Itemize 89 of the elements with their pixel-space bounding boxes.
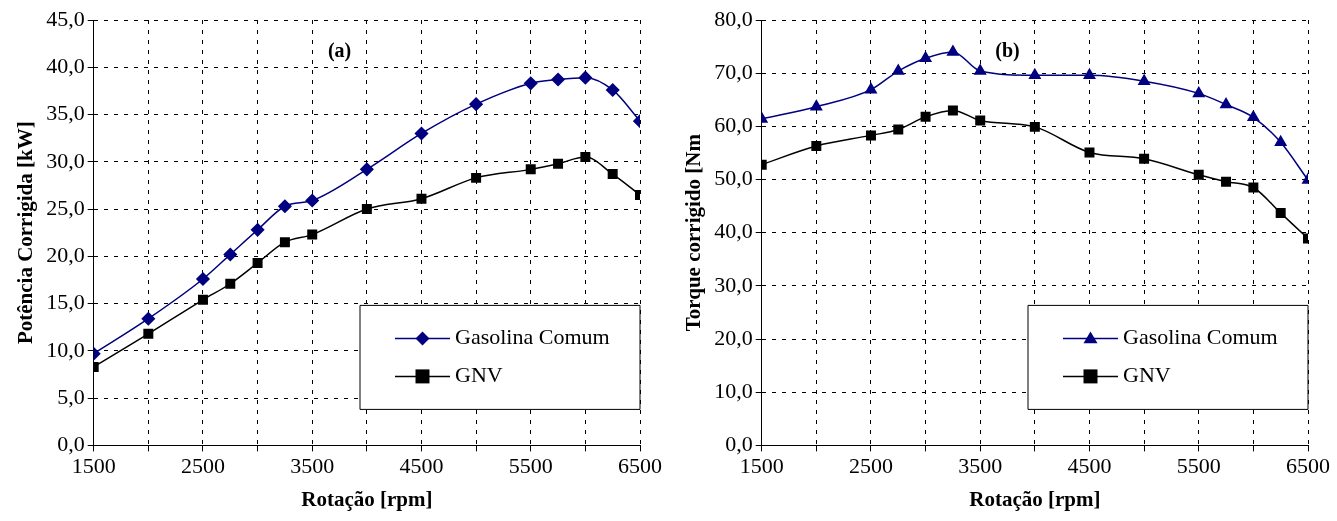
x-tick-label: 6500: [1286, 453, 1330, 479]
y-tick-label: 80,0: [714, 5, 753, 31]
point: [225, 278, 236, 289]
point: [416, 193, 427, 204]
x-tick-label: 5500: [508, 453, 553, 479]
point: [305, 193, 319, 208]
point: [892, 64, 905, 75]
point: [141, 311, 156, 326]
y-axis-title: Potência Corrigida [kW]: [13, 121, 38, 345]
point: [196, 272, 210, 286]
x-tick-label: 3500: [290, 453, 335, 479]
point: [810, 99, 823, 111]
y-tick-label: 20,0: [714, 324, 753, 350]
y-tick-label: 15,0: [46, 289, 85, 315]
legend-label: Gasolina Comum: [455, 324, 610, 350]
point: [223, 247, 238, 262]
point: [1028, 68, 1041, 80]
point: [1247, 110, 1260, 122]
y-tick-label: 50,0: [714, 165, 753, 191]
point: [1220, 97, 1232, 109]
point: [523, 76, 538, 91]
point: [1192, 86, 1205, 98]
y-tick-label: 5,0: [57, 383, 85, 409]
y-tick-label: 10,0: [714, 378, 753, 404]
y-tick-label: 30,0: [46, 147, 85, 173]
point: [307, 229, 318, 240]
point: [1221, 176, 1232, 187]
point: [360, 162, 374, 177]
point: [1138, 74, 1151, 85]
x-axis-title: Rotação [rpm]: [301, 486, 433, 511]
point: [919, 51, 932, 63]
point: [1084, 147, 1095, 158]
annotation: (b): [995, 39, 1020, 63]
point: [252, 257, 263, 268]
point: [469, 97, 483, 111]
legend-label: Gasolina Comum: [1123, 324, 1278, 350]
point: [1274, 135, 1287, 147]
y-tick-label: 25,0: [46, 194, 85, 220]
point: [525, 164, 536, 175]
y-tick-label: 70,0: [714, 58, 753, 84]
point: [553, 158, 564, 169]
x-tick-label: 6500: [618, 453, 662, 479]
y-tick-label: 60,0: [714, 112, 753, 138]
point: [1029, 121, 1040, 132]
x-tick-label: 5500: [1176, 453, 1221, 479]
point: [893, 124, 904, 135]
point: [278, 199, 292, 213]
point: [143, 328, 154, 339]
point: [1193, 169, 1204, 180]
point: [865, 130, 876, 141]
y-tick-label: 10,0: [46, 336, 85, 362]
legend-label: GNV: [455, 362, 503, 388]
point: [607, 169, 618, 180]
x-axis-title: Rotação [rpm]: [969, 486, 1101, 511]
x-tick-label: 4500: [1067, 453, 1112, 479]
point: [605, 83, 620, 97]
y-tick-label: 20,0: [46, 242, 85, 268]
point: [974, 64, 987, 75]
point: [975, 115, 986, 126]
point: [250, 223, 265, 237]
x-tick-label: 3500: [958, 453, 1003, 479]
point: [1139, 153, 1150, 164]
point: [1275, 208, 1286, 219]
y-tick-label: 40,0: [46, 53, 85, 79]
point: [471, 172, 482, 183]
point: [361, 204, 372, 215]
point: [1083, 68, 1096, 80]
legend-label: GNV: [1123, 362, 1171, 388]
point: [279, 237, 290, 248]
x-tick-label: 4500: [399, 453, 444, 479]
point: [580, 152, 591, 163]
point: [811, 141, 822, 152]
y-tick-label: 30,0: [714, 271, 753, 297]
y-tick-label: 40,0: [714, 218, 753, 244]
y-tick-label: 35,0: [46, 100, 85, 126]
point: [1248, 182, 1259, 193]
point: [920, 111, 931, 122]
point: [946, 45, 959, 56]
y-axis-title: Torque corrigido [Nm: [681, 133, 706, 332]
point: [578, 70, 593, 85]
point: [947, 105, 958, 116]
x-tick-label: 2500: [848, 453, 893, 479]
annotation: (a): [327, 39, 352, 63]
point: [865, 82, 877, 94]
point: [197, 294, 208, 305]
point: [551, 72, 565, 87]
x-tick-label: 2500: [180, 453, 225, 479]
y-tick-label: 45,0: [46, 5, 85, 31]
point: [414, 126, 429, 141]
